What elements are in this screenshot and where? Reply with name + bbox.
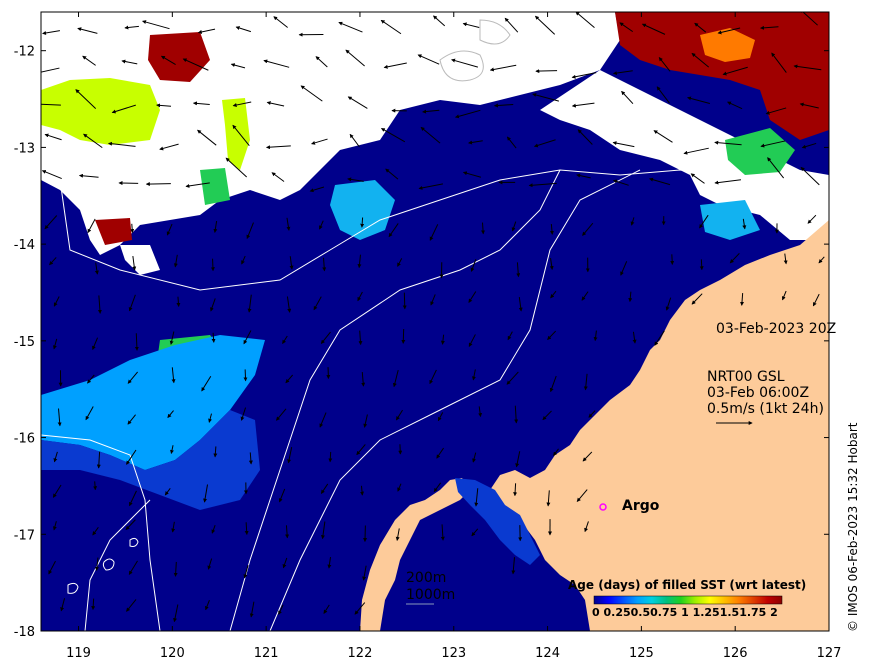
current-arrow — [213, 333, 214, 342]
y-tick-label: -14 — [14, 238, 35, 253]
x-tick-label: 125 — [629, 646, 654, 661]
y-tick-label: -16 — [14, 432, 35, 447]
x-tick-label: 120 — [160, 646, 185, 661]
y-tick-label: -17 — [14, 528, 35, 543]
contour-200-label: 200m — [406, 570, 446, 586]
y-tick-label: -13 — [14, 141, 35, 156]
date-label: 03-Feb-2023 20Z — [716, 321, 836, 337]
argo-label: Argo — [622, 498, 659, 514]
current-scale: 0.5m/s (1kt 24h) — [707, 401, 824, 417]
y-tick-label: -12 — [14, 45, 35, 60]
colorbar — [594, 596, 782, 604]
x-tick-label: 119 — [66, 646, 91, 661]
plot-area — [34, 9, 829, 631]
x-tick-label: 124 — [535, 646, 560, 661]
y-tick-label: -18 — [14, 625, 35, 640]
current-time: 03-Feb 06:00Z — [707, 385, 809, 401]
x-tick-label: 121 — [254, 646, 279, 661]
current-arrow — [404, 293, 405, 309]
current-arrow — [330, 452, 331, 462]
current-arrow — [672, 254, 673, 264]
x-tick-label: 122 — [348, 646, 373, 661]
contour-1000-label: 1000m — [406, 587, 455, 603]
current-title: NRT00 GSL — [707, 369, 785, 385]
colorbar-tick-labels: 0 0.250.50.75 1 1.251.51.75 2 — [592, 606, 778, 619]
x-tick-label: 126 — [723, 646, 748, 661]
x-tick-label: 127 — [817, 646, 842, 661]
age-green-patch — [200, 168, 230, 205]
current-arrow — [132, 224, 133, 233]
colorbar-title: Age (days) of filled SST (wrt latest) — [568, 578, 806, 592]
current-arrow — [95, 481, 96, 489]
current-arrow — [146, 184, 170, 185]
current-arrow — [515, 483, 516, 495]
current-arrow — [362, 218, 363, 228]
y-tick-label: -15 — [14, 335, 35, 350]
x-tick-label: 123 — [441, 646, 466, 661]
credit-text: © IMOS 06-Feb-2023 15:32 Hobart — [846, 423, 860, 632]
current-arrow — [93, 599, 94, 610]
